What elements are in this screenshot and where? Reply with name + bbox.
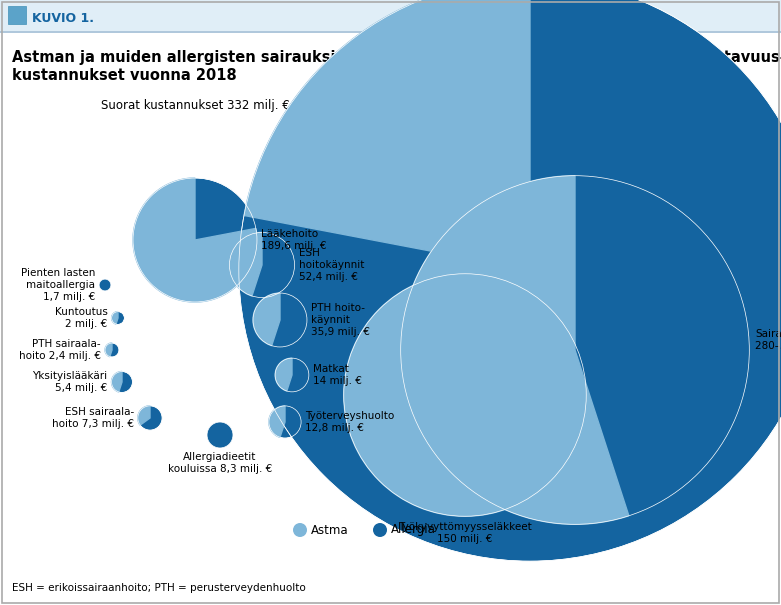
Text: ESH sairaala-
hoito 7,3 milj. €: ESH sairaala- hoito 7,3 milj. €	[52, 407, 134, 429]
Circle shape	[133, 178, 257, 302]
Circle shape	[239, 0, 781, 561]
Text: Astma: Astma	[311, 523, 348, 537]
Circle shape	[269, 406, 301, 438]
Text: Yksityislääkäri
5,4 milj. €: Yksityislääkäri 5,4 milj. €	[33, 371, 108, 393]
Circle shape	[105, 343, 119, 357]
Polygon shape	[275, 358, 292, 391]
Text: ESH = erikoissairaanhoito; PTH = perusterveydenhuolto: ESH = erikoissairaanhoito; PTH = peruste…	[12, 583, 305, 593]
Circle shape	[230, 232, 294, 298]
Text: Pienten lasten
maitoallergia
1,7 milj. €: Pienten lasten maitoallergia 1,7 milj. €	[21, 269, 95, 302]
Circle shape	[373, 523, 387, 537]
Circle shape	[344, 273, 587, 516]
Polygon shape	[244, 0, 530, 270]
Text: ESH
hoitokäynnit
52,4 milj. €: ESH hoitokäynnit 52,4 milj. €	[298, 249, 364, 281]
Text: Epäsuorat kustannukset 1,2–1,5 mrd €: Epäsuorat kustannukset 1,2–1,5 mrd €	[445, 99, 675, 111]
Circle shape	[253, 293, 307, 347]
Text: KUVIO 1.: KUVIO 1.	[32, 11, 94, 24]
Polygon shape	[105, 343, 112, 356]
Polygon shape	[137, 406, 150, 425]
Polygon shape	[230, 232, 262, 296]
Circle shape	[137, 406, 162, 430]
Circle shape	[112, 312, 124, 324]
Text: Allergia: Allergia	[391, 523, 436, 537]
Text: PTH sairaala-
hoito 2,4 milj. €: PTH sairaala- hoito 2,4 milj. €	[19, 339, 101, 361]
Text: Matkat
14 milj. €: Matkat 14 milj. €	[313, 364, 362, 386]
Bar	[0, 0, 781, 32]
Text: Lääkehoito
189,6 milj. €: Lääkehoito 189,6 milj. €	[261, 229, 326, 251]
Text: PTH hoito-
käynnit
35,9 milj. €: PTH hoito- käynnit 35,9 milj. €	[311, 303, 370, 336]
Polygon shape	[133, 178, 257, 302]
Text: Suorat kustannukset 332 milj. €: Suorat kustannukset 332 milj. €	[101, 99, 290, 111]
Circle shape	[293, 523, 307, 537]
Polygon shape	[401, 175, 629, 525]
Bar	[0, 31, 781, 33]
Circle shape	[112, 371, 133, 393]
Text: Astman ja muiden allergisten sairauksien suorat hoitokustannukset ja epäsuorat t: Astman ja muiden allergisten sairauksien…	[12, 50, 781, 65]
Text: Kuntoutus
2 milj. €: Kuntoutus 2 milj. €	[55, 307, 108, 329]
Polygon shape	[253, 293, 280, 345]
Polygon shape	[112, 312, 118, 324]
Polygon shape	[112, 371, 122, 392]
Circle shape	[401, 175, 749, 525]
Text: Työkyvyttömyysseläkkeet
150 milj. €: Työkyvyttömyysseläkkeet 150 milj. €	[398, 522, 532, 544]
Bar	[8, 6, 26, 24]
Polygon shape	[269, 406, 285, 437]
Text: Työterveyshuolto
12,8 milj. €: Työterveyshuolto 12,8 milj. €	[305, 411, 394, 433]
Circle shape	[275, 358, 308, 392]
Circle shape	[207, 422, 233, 448]
Text: Sairauspoissaolot
280–340 milj. €: Sairauspoissaolot 280–340 milj. €	[755, 329, 781, 351]
Circle shape	[99, 279, 111, 291]
Text: Allergiadieetit
kouluissa 8,3 milj. €: Allergiadieetit kouluissa 8,3 milj. €	[168, 452, 272, 474]
Text: kustannukset vuonna 2018: kustannukset vuonna 2018	[12, 68, 237, 83]
Polygon shape	[344, 273, 537, 516]
